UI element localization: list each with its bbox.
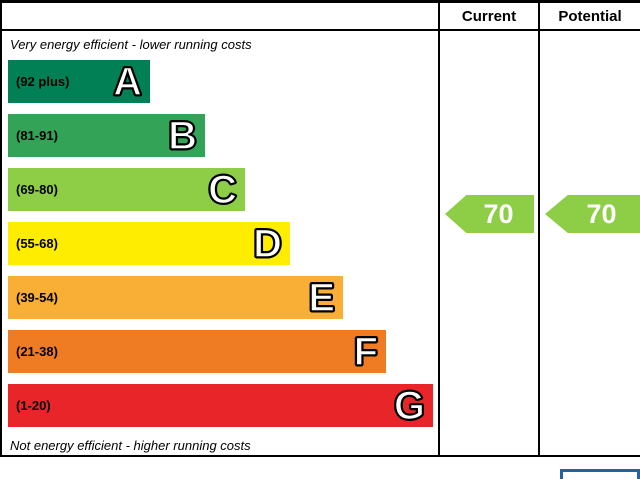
band-letter: G xyxy=(393,383,426,428)
caption-bottom: Not energy efficient - higher running co… xyxy=(10,438,251,453)
rating-table: Very energy efficient - lower running co… xyxy=(0,3,640,457)
current-column-header: Current xyxy=(440,3,538,31)
band-range-label: (69-80) xyxy=(16,182,58,197)
potential-column-header: Potential xyxy=(540,3,640,31)
band-range-label: (1-20) xyxy=(16,398,51,413)
band-letter: E xyxy=(308,275,336,320)
band-range-label: (92 plus) xyxy=(16,74,70,89)
band-row-a: (92 plus) A xyxy=(8,60,150,103)
bands-column-header xyxy=(2,3,438,31)
band-row-c: (69-80) C xyxy=(8,168,245,211)
band-letter: A xyxy=(112,59,142,104)
band-letter: B xyxy=(167,113,197,158)
footer-strip xyxy=(0,457,640,479)
potential-rating-arrow: 70 xyxy=(545,195,640,233)
potential-column: Potential 70 xyxy=(540,3,640,455)
current-rating-value: 70 xyxy=(483,198,514,229)
band-letter: C xyxy=(207,167,237,212)
band-row-e: (39-54) E xyxy=(8,276,343,319)
band-range-label: (39-54) xyxy=(16,290,58,305)
caption-top: Very energy efficient - lower running co… xyxy=(10,37,252,52)
band-range-label: (21-38) xyxy=(16,344,58,359)
band-range-label: (55-68) xyxy=(16,236,58,251)
band-row-f: (21-38) F xyxy=(8,330,386,373)
band-row-d: (55-68) D xyxy=(8,222,290,265)
potential-rating-value: 70 xyxy=(586,198,617,229)
bands-column: Very energy efficient - lower running co… xyxy=(2,3,440,455)
band-range-label: (81-91) xyxy=(16,128,58,143)
bands-area: Very energy efficient - lower running co… xyxy=(2,31,438,453)
eu-directive-box xyxy=(560,469,640,479)
band-row-g: (1-20) G xyxy=(8,384,433,427)
current-rating-arrow: 70 xyxy=(445,195,534,233)
band-row-b: (81-91) B xyxy=(8,114,205,157)
band-letter: D xyxy=(252,221,282,266)
current-column: Current 70 xyxy=(440,3,540,455)
band-letter: F xyxy=(353,329,379,374)
